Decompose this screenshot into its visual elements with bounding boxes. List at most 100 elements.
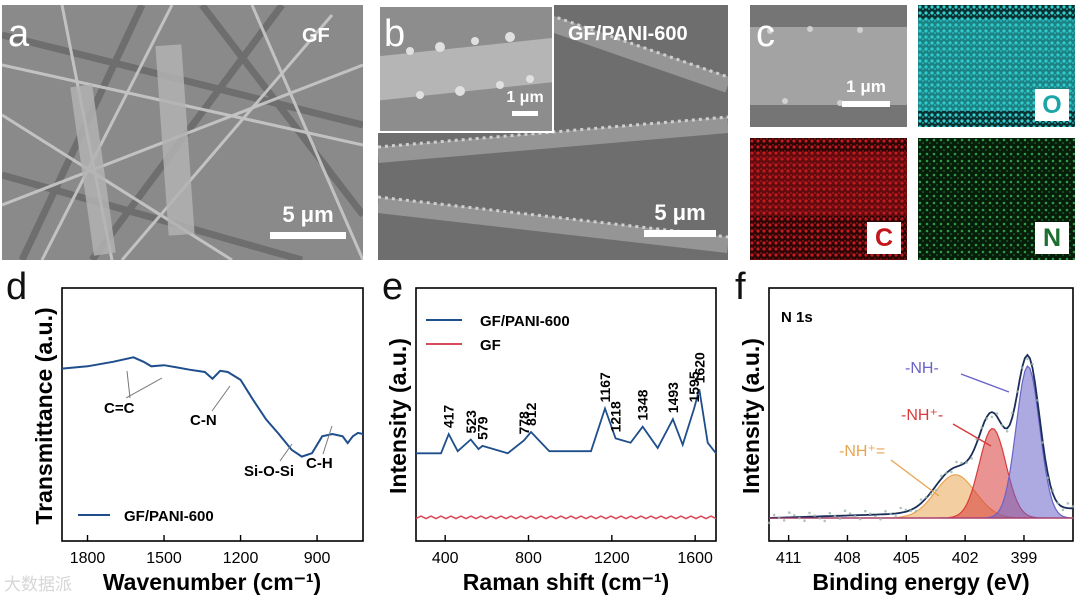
eds-label-oxygen: O bbox=[1035, 89, 1069, 121]
raman-peak-label-778: 778 bbox=[516, 411, 532, 435]
xps-raw-point bbox=[1036, 399, 1039, 402]
xps-raw-point bbox=[879, 517, 882, 521]
xps-raw-point bbox=[1031, 362, 1034, 366]
panel-label-a: a bbox=[8, 13, 30, 55]
xps-raw-point bbox=[818, 517, 821, 520]
annotation-c-c-leader-2 bbox=[126, 370, 131, 399]
raman-peak-label-579: 579 bbox=[474, 416, 490, 440]
raman-x-tick-label-1200: 1200 bbox=[594, 550, 630, 567]
scale-bar-c-label: 1 μm bbox=[846, 77, 886, 96]
xps-raw-point bbox=[909, 509, 913, 513]
xps-raw-point bbox=[864, 509, 867, 513]
raman-peak-label-1493: 1493 bbox=[665, 382, 681, 413]
panel-label-c: c bbox=[756, 13, 775, 55]
xps-raw-point bbox=[813, 514, 816, 517]
panel-label-d: d bbox=[6, 266, 28, 308]
xps-raw-point bbox=[1056, 501, 1060, 505]
xps-raw-point bbox=[960, 461, 963, 465]
xps-raw-point bbox=[869, 512, 872, 516]
xps-raw-point bbox=[1000, 423, 1004, 427]
plot-frame bbox=[61, 287, 364, 542]
annotation-si-o-si-leader bbox=[279, 443, 293, 462]
plot-frame bbox=[415, 287, 717, 542]
raman-peak-label-1620: 1620 bbox=[691, 352, 707, 383]
xps-raw-point bbox=[1026, 357, 1029, 361]
xps-raw-point bbox=[853, 514, 857, 518]
xps-raw-point bbox=[1005, 430, 1009, 433]
xps-raw-point bbox=[772, 513, 776, 517]
xps-raw-point bbox=[874, 515, 877, 518]
raman-x-tick-label-1600: 1600 bbox=[677, 550, 713, 567]
xps-raw-point bbox=[884, 510, 887, 513]
eds-label-carbon: C bbox=[867, 222, 901, 254]
raman-peak-label-1348: 1348 bbox=[635, 389, 651, 420]
xps-raw-point bbox=[940, 474, 943, 478]
panel-label-b: b bbox=[384, 13, 406, 55]
annotation-si-o-si: Si-O-Si bbox=[244, 463, 294, 480]
xps-raw-point bbox=[899, 506, 902, 510]
xps-chart: 411 408 405 402 399 N 1s Intensity (a.u.) Bi… bbox=[738, 287, 1075, 595]
scale-bar-a: 5 μm bbox=[268, 202, 348, 239]
component-leader-nhp bbox=[952, 423, 992, 447]
ftir-x-tick-label-1200: 1200 bbox=[223, 550, 259, 567]
xps-raw-point bbox=[838, 517, 842, 520]
inset-scale-line bbox=[512, 111, 538, 116]
xps-raw-point bbox=[965, 461, 968, 464]
scale-bar-a-line bbox=[270, 232, 346, 239]
y-axis-label: Intensity (a.u.) bbox=[738, 338, 764, 494]
raman-peak-label-417: 417 bbox=[441, 405, 457, 429]
ftir-chart: 1800 1500 1200 900 Transmittance (a.u.) Wav… bbox=[31, 287, 364, 595]
xps-raw-point bbox=[894, 515, 897, 518]
xps-raw-point bbox=[950, 470, 953, 474]
xps-raw-point bbox=[782, 519, 786, 522]
eds-map-nitrogen: N bbox=[918, 138, 1075, 260]
annotation-c-c-leader-1 bbox=[125, 377, 163, 399]
sem-inset: 1 μm bbox=[378, 5, 554, 133]
xps-raw-point bbox=[828, 511, 832, 515]
sem-image-gf-pani: 1 μm b GF/PANI-600 5 μm bbox=[378, 5, 728, 260]
scale-bar-a-label: 5 μm bbox=[282, 202, 334, 227]
raman-x-tick-label-400: 400 bbox=[432, 550, 459, 567]
xps-raw-point bbox=[934, 488, 938, 492]
raman-x-tick-label-800: 800 bbox=[515, 550, 542, 567]
xps-raw-point bbox=[995, 412, 999, 415]
xps-raw-point bbox=[1061, 508, 1065, 512]
eds-map-oxygen: O bbox=[918, 5, 1075, 127]
xps-raw-point bbox=[843, 509, 847, 513]
sample-title-gf-pani: GF/PANI-600 bbox=[568, 23, 688, 45]
scale-bar-c-line bbox=[842, 101, 890, 107]
xps-peak-nh bbox=[769, 365, 1074, 519]
xps-x-tick-label-408: 408 bbox=[834, 550, 861, 567]
ftir-x-tick-label-1800: 1800 bbox=[70, 550, 106, 567]
xps-raw-point bbox=[848, 512, 852, 515]
xps-raw-point bbox=[945, 471, 948, 475]
xps-x-tick-label-411: 411 bbox=[776, 550, 802, 567]
x-axis-label: Raman shift (cm⁻¹) bbox=[463, 569, 669, 595]
xps-x-tick-label-399: 399 bbox=[1011, 550, 1038, 567]
component-label-nhp: -NH⁺- bbox=[901, 407, 943, 424]
sem-image-fiber: c 1 μm bbox=[750, 5, 907, 127]
raman-peak-label-812: 812 bbox=[523, 402, 539, 426]
y-axis-label: Transmittance (a.u.) bbox=[31, 307, 57, 524]
annotation-c-h-leader bbox=[322, 425, 333, 455]
raman-series-pani bbox=[416, 389, 717, 455]
eds-label-nitrogen: N bbox=[1035, 222, 1069, 254]
sem-inset-texture bbox=[380, 7, 552, 131]
raman-peak-label-1218: 1218 bbox=[608, 401, 624, 432]
xps-raw-point bbox=[793, 514, 796, 517]
xps-raw-point bbox=[808, 511, 811, 515]
xps-raw-point bbox=[980, 426, 984, 429]
panel-label-e: e bbox=[382, 266, 404, 308]
plot-frame bbox=[768, 287, 1074, 542]
xps-raw-point bbox=[823, 519, 826, 523]
xps-raw-point bbox=[914, 509, 918, 513]
component-leader-nhpe bbox=[890, 459, 940, 497]
inset-scale-label: 1 μm bbox=[506, 89, 544, 106]
legend-label-pani: GF/PANI-600 bbox=[480, 313, 570, 330]
xps-raw-point bbox=[955, 460, 958, 464]
xps-raw-point bbox=[929, 492, 933, 496]
xps-raw-point bbox=[1066, 502, 1070, 505]
inset-scale-bar: 1 μm bbox=[500, 89, 550, 116]
